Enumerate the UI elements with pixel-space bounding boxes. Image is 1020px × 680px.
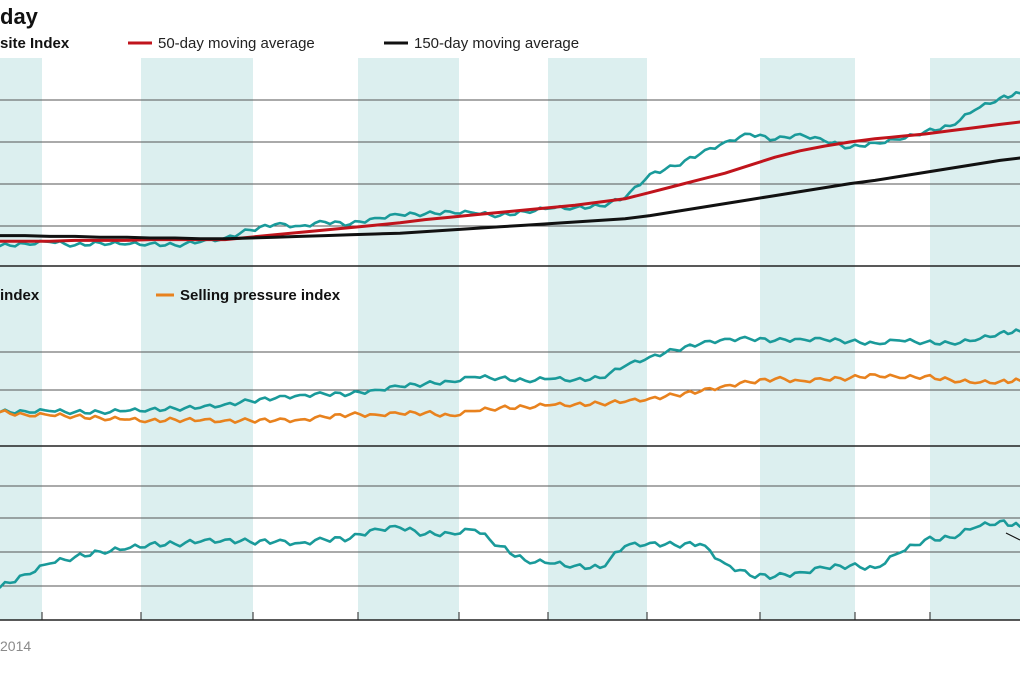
panel1-legend: site Index 50-day moving average 150-day m… <box>0 35 579 52</box>
series-line-1-3 <box>0 156 1020 241</box>
annotation-leader-line <box>1005 532 1020 541</box>
legend-label: 150-day moving average <box>414 35 579 52</box>
series-line-2-2 <box>0 373 1020 424</box>
legend-label: 50-day moving average <box>158 35 315 52</box>
legend-label: Selling pressure index <box>180 287 341 304</box>
panel3-series <box>0 519 1020 589</box>
panel3-gridlines <box>0 485 1020 621</box>
footer-date-label: 2014 <box>0 638 31 654</box>
panel2-gridlines <box>0 351 1020 447</box>
legend-label: site Index <box>0 35 70 52</box>
series-line-2-1 <box>0 328 1020 416</box>
shaded-band-3 <box>358 58 459 620</box>
panel1-series <box>0 91 1020 248</box>
panel2-series <box>0 328 1020 424</box>
series-line-1-1 <box>0 91 1020 248</box>
shaded-band-2 <box>141 58 253 620</box>
shaded-band-4 <box>548 58 647 620</box>
panel2-legend: index Selling pressure index <box>0 287 341 304</box>
legend-label: index <box>0 287 40 304</box>
chart-title: day <box>0 4 39 29</box>
series-line-1-2 <box>0 120 1020 243</box>
shaded-band-1 <box>0 58 42 620</box>
series-line-3-1 <box>0 519 1020 589</box>
